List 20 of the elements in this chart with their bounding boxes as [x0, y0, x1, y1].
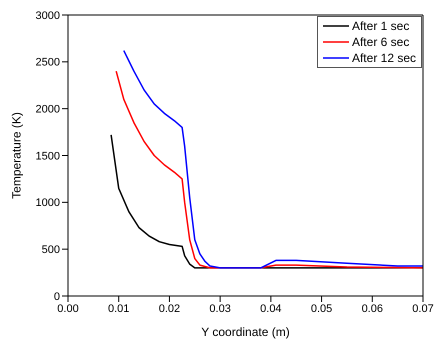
y-axis-title: Temperature (K)	[9, 112, 24, 199]
y-tick-label: 0	[54, 290, 60, 303]
x-tick-label: 0.04	[260, 302, 282, 315]
x-axis-title: Y coordinate (m)	[201, 325, 290, 339]
x-tick-label: 0.05	[310, 302, 332, 315]
x-tick-label: 0.02	[158, 302, 180, 315]
legend-label: After 1 sec	[352, 18, 410, 34]
legend-label: After 6 sec	[352, 34, 410, 50]
x-tick-label: 0.07	[412, 302, 434, 315]
x-tick-label: 0.03	[209, 302, 231, 315]
x-tick-label: 0.00	[57, 302, 79, 315]
y-tick-label: 2000	[36, 104, 60, 116]
x-tick-label: 0.06	[362, 302, 383, 315]
x-tick-label: 0.01	[108, 302, 130, 315]
y-tick-label: 3000	[36, 10, 60, 22]
legend-label: After 12 sec	[352, 50, 416, 66]
y-tick-label: 2500	[36, 56, 60, 69]
y-tick-label: 500	[42, 244, 60, 256]
y-tick-label: 1500	[36, 150, 60, 162]
y-tick-label: 1000	[36, 197, 60, 210]
